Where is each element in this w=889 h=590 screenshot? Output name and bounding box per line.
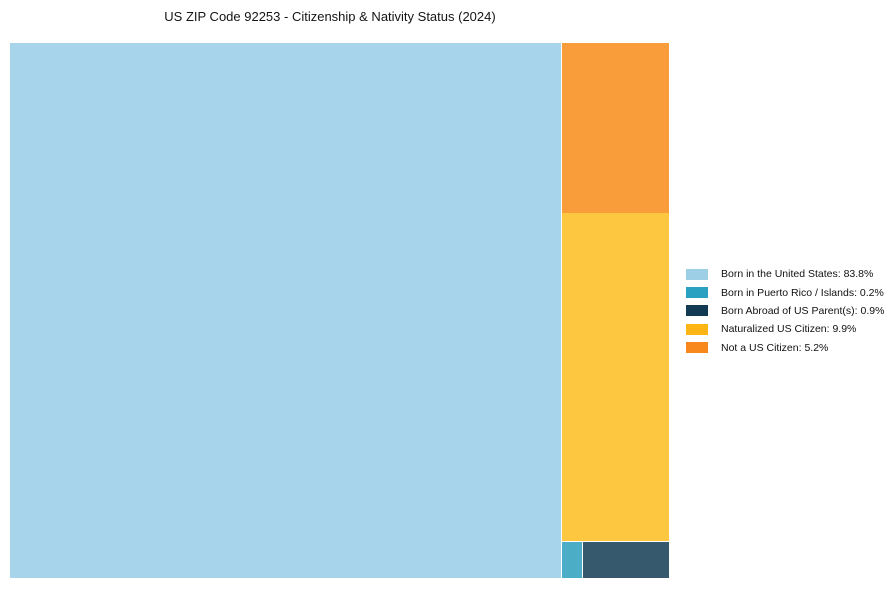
legend-label-born-pr-islands: Born in Puerto Rico / Islands: 0.2% [721, 286, 884, 299]
legend: Born in the United States: 83.8% Born in … [686, 265, 884, 357]
legend-label-born-us: Born in the United States: 83.8% [721, 268, 874, 281]
legend-swatch-born-abroad [686, 305, 708, 317]
legend-swatch-not-citizen [686, 342, 708, 354]
legend-swatch-naturalized [686, 323, 708, 335]
legend-item-born-us: Born in the United States: 83.8% [686, 265, 884, 283]
legend-item-born-pr-islands: Born in Puerto Rico / Islands: 0.2% [686, 283, 884, 301]
treemap-plot [10, 43, 669, 578]
legend-item-not-citizen: Not a US Citizen: 5.2% [686, 339, 884, 357]
legend-item-born-abroad: Born Abroad of US Parent(s): 0.9% [686, 302, 884, 320]
treemap-tile-born-abroad [583, 542, 669, 578]
legend-label-born-abroad: Born Abroad of US Parent(s): 0.9% [721, 304, 885, 317]
legend-item-naturalized: Naturalized US Citizen: 9.9% [686, 320, 884, 338]
treemap-tile-naturalized [562, 213, 669, 541]
chart-title: US ZIP Code 92253 - Citizenship & Nativi… [164, 9, 496, 24]
legend-label-naturalized: Naturalized US Citizen: 9.9% [721, 323, 857, 336]
legend-swatch-born-pr-islands [686, 287, 708, 299]
treemap-tile-born-pr-islands [562, 542, 582, 578]
legend-swatch-born-us [686, 268, 708, 280]
legend-label-not-citizen: Not a US Citizen: 5.2% [721, 341, 829, 354]
treemap-tile-born-us [10, 43, 561, 578]
treemap-tile-not-citizen [562, 43, 669, 213]
